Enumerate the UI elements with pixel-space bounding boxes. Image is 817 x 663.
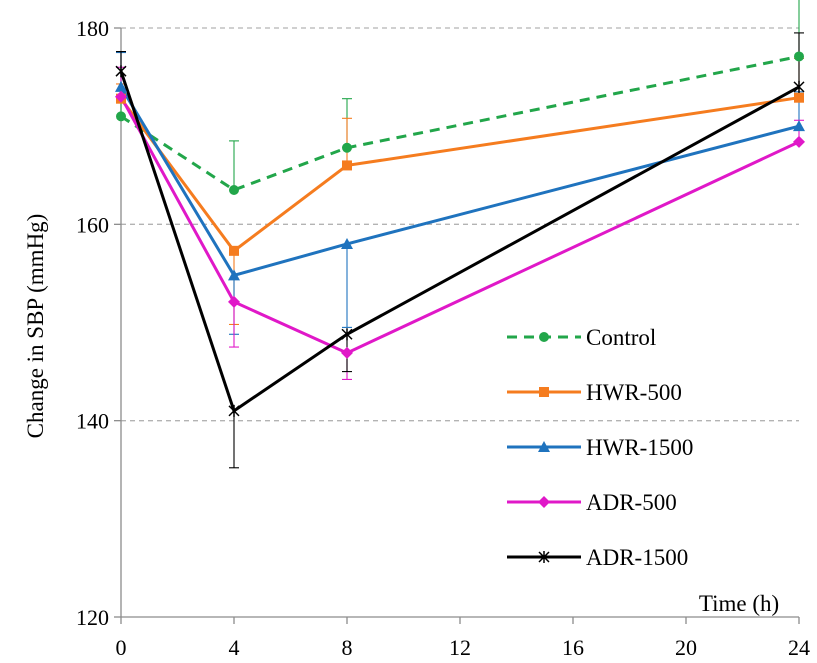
x-tick-label: 4 — [229, 635, 240, 660]
x-tick-label: 16 — [562, 635, 584, 660]
y-tick-label: 140 — [76, 409, 109, 434]
point-adr-500 — [793, 135, 805, 148]
tick-labels: 120 140 160 180 0 4 8 12 16 20 24 — [76, 16, 810, 660]
point-adr-1500 — [115, 65, 127, 78]
series-markers — [115, 51, 805, 417]
point-adr-500 — [228, 295, 240, 308]
legend-marker-adr-500 — [538, 496, 550, 508]
legend-marker-hwr-500 — [539, 387, 549, 397]
line-hwr-1500 — [119, 86, 800, 278]
legend-label-adr-500: ADR-500 — [586, 490, 677, 515]
point-adr-1500 — [341, 328, 353, 341]
legend-label-control: Control — [586, 325, 656, 350]
legend-label-hwr-1500: HWR-1500 — [586, 435, 693, 460]
legend-label-adr-1500: ADR-1500 — [586, 545, 688, 570]
point-hwr-500 — [342, 160, 352, 171]
legend-marker-control — [539, 332, 549, 342]
point-hwr-1500 — [228, 269, 240, 281]
y-tick-label: 160 — [76, 212, 109, 237]
point-adr-1500 — [793, 80, 805, 93]
x-tick-label: 12 — [449, 635, 471, 660]
y-tick-label: 180 — [76, 16, 109, 41]
axes — [114, 27, 800, 624]
x-tick-label: 24 — [788, 635, 810, 660]
point-hwr-500 — [794, 92, 804, 103]
legend: Control HWR-500 HWR-1500 ADR-500 ADR-1500 — [507, 325, 693, 570]
point-adr-500 — [341, 346, 353, 359]
point-control — [229, 184, 239, 195]
line-control — [120, 54, 800, 192]
line-adr-500 — [119, 95, 800, 355]
y-axis-title: Change in SBP (mmHg) — [23, 214, 48, 439]
point-control — [342, 142, 352, 153]
error-bars — [116, 0, 804, 469]
point-hwr-1500 — [793, 120, 805, 132]
legend-marker-hwr-1500 — [538, 441, 550, 452]
x-tick-label: 20 — [675, 635, 697, 660]
point-adr-1500 — [228, 404, 240, 417]
point-hwr-500 — [229, 245, 239, 256]
point-control — [794, 51, 804, 62]
x-tick-label: 8 — [342, 635, 353, 660]
point-control — [116, 111, 126, 122]
point-hwr-1500 — [115, 80, 127, 92]
x-axis-title: Time (h) — [699, 591, 779, 616]
y-tick-label: 120 — [76, 605, 109, 630]
legend-label-hwr-500: HWR-500 — [586, 380, 682, 405]
x-tick-label: 0 — [116, 635, 127, 660]
point-adr-500 — [115, 90, 127, 103]
legend-marker-adr-1500 — [538, 551, 550, 563]
series-lines — [119, 54, 800, 414]
line-adr-1500 — [119, 70, 800, 414]
grid — [121, 27, 799, 422]
point-hwr-1500 — [341, 237, 353, 249]
line-hwr-500 — [119, 96, 800, 253]
